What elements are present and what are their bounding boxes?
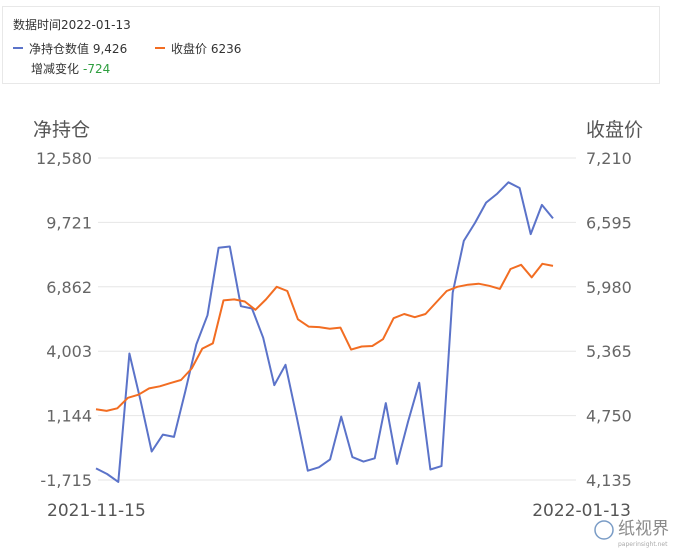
x-label-end: 2022-01-13 xyxy=(532,501,631,521)
tooltip-series2: 收盘价 6236 xyxy=(155,40,241,57)
series1-swatch-icon xyxy=(13,46,23,49)
left-tick-label: 6,862 xyxy=(46,278,92,297)
left-tick-label: 9,721 xyxy=(46,213,92,232)
right-tick-label: 5,365 xyxy=(586,342,632,361)
tooltip-date: 数据时间2022-01-13 xyxy=(13,18,131,32)
left-tick-label: 4,003 xyxy=(46,342,92,361)
tooltip-series1-name: 净持仓数值 xyxy=(29,42,90,56)
watermark-subtext: paperinsight.net xyxy=(618,541,668,548)
watermark-circle-icon xyxy=(594,520,614,540)
series2-swatch-icon xyxy=(155,46,165,49)
tooltip-change-value: -724 xyxy=(83,62,111,76)
tooltip-series1-value: 9,426 xyxy=(92,42,128,56)
tooltip-panel: 数据时间2022-01-13 净持仓数值 9,426 收盘价 6236 增减变化… xyxy=(2,6,660,84)
left-axis-title: 净持仓 xyxy=(33,119,90,141)
right-tick-label: 6,595 xyxy=(586,213,632,232)
right-tick-label: 4,135 xyxy=(586,471,632,490)
tooltip-change-label: 增减变化 xyxy=(31,62,80,76)
left-tick-label: 12,580 xyxy=(36,149,92,168)
tooltip-change: 增减变化 -724 xyxy=(31,60,110,77)
right-axis-title: 收盘价 xyxy=(586,119,643,141)
right-tick-label: 4,750 xyxy=(586,407,632,426)
x-label-start: 2021-11-15 xyxy=(47,501,146,521)
left-tick-label: 1,144 xyxy=(46,407,92,426)
right-tick-label: 7,210 xyxy=(586,149,632,168)
tooltip-series2-value: 6236 xyxy=(210,42,242,56)
tooltip-series2-name: 收盘价 xyxy=(171,42,208,56)
close-price-line xyxy=(95,262,554,412)
tooltip-series1: 净持仓数值 9,426 xyxy=(13,40,127,57)
watermark-logo: 纸视界 paperinsight.net xyxy=(594,519,669,548)
net-position-line xyxy=(95,181,554,483)
left-tick-label: -1,715 xyxy=(40,471,92,490)
watermark-text: 纸视界 xyxy=(618,519,669,539)
right-tick-label: 5,980 xyxy=(586,278,632,297)
